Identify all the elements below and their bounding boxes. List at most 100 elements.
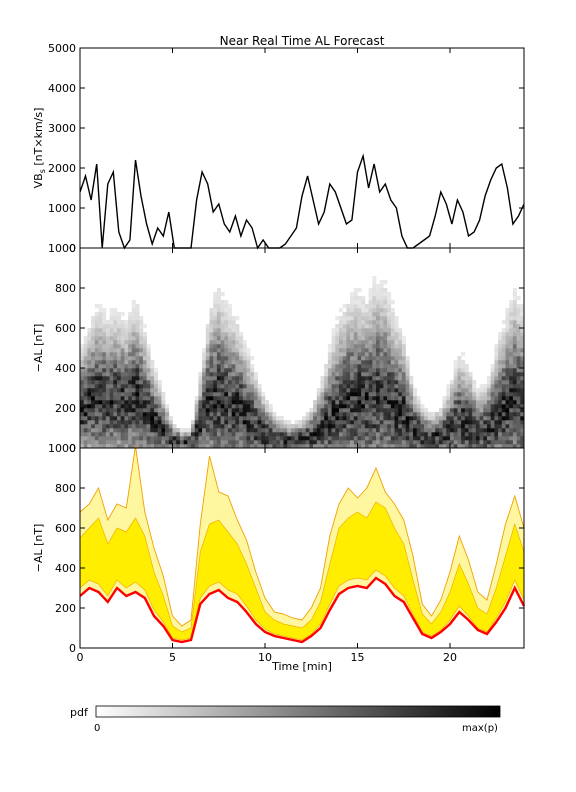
pdf-cell [235,428,240,433]
pdf-cell [413,412,417,417]
pdf-cell [205,384,210,389]
pdf-cell [364,364,369,369]
pdf-cell [401,412,406,417]
pdf-cell [80,428,84,433]
pdf-cell [83,404,88,409]
pdf-cell [372,340,377,345]
pdf-cell [509,360,514,365]
pdf-cell [512,420,517,425]
pdf-cell [387,356,392,361]
pdf-cell [109,336,114,341]
pdf-cell [142,372,147,377]
pdf-cell [105,344,110,349]
pdf-cell [368,316,373,321]
pdf-cell [376,288,380,293]
pdf-cell [520,440,525,445]
pdf-cell [142,336,147,341]
pdf-cell [501,424,506,429]
pdf-cell [87,360,92,365]
pdf-cell [372,420,377,425]
pdf-cell [87,424,92,429]
pdf-cell [176,436,181,441]
pdf-cell [361,440,366,445]
pdf-cell [368,388,373,393]
pdf-cell [242,372,247,377]
pdf-cell [487,392,491,397]
pdf-cell [154,444,158,449]
pdf-cell [83,384,88,389]
pdf-cell [394,436,399,441]
pdf-cell [442,424,447,429]
pdf-cell [83,412,88,417]
pdf-cell [154,384,158,389]
pdf-cell [390,364,395,369]
pdf-cell [394,400,399,405]
pdf-cell [316,388,321,393]
pdf-cell [253,424,258,429]
pdf-cell [413,444,417,449]
pdf-cell [124,368,129,373]
pdf-cell [87,412,92,417]
pdf-cell [398,392,403,397]
pdf-cell [379,368,384,373]
colorbar-max-label: max(p) [462,723,498,734]
pdf-cell [361,444,366,449]
pdf-cell [512,436,517,441]
pdf-cell [231,436,236,441]
pdf-cell [520,400,525,405]
pdf-cell [242,396,247,401]
pdf-cell [342,424,347,429]
pdf-cell [209,320,214,325]
pdf-cell [142,432,147,437]
pdf-cell [509,372,514,377]
pdf-cell [316,396,321,401]
pdf-cell [394,424,399,429]
pdf-cell [520,364,525,369]
pdf-cell [483,420,488,425]
pdf-cell [350,340,355,345]
pdf-cell [228,308,232,313]
pdf-cell [361,388,366,393]
pdf-cell [216,344,221,349]
pdf-cell [117,420,121,425]
pdf-cell [361,332,366,337]
pdf-cell [324,440,329,445]
pdf-cell [353,344,358,349]
pdf-cell [109,376,114,381]
pdf-cell [379,436,384,441]
pdf-cell [475,404,480,409]
pdf-cell [242,424,247,429]
pdf-cell [501,436,506,441]
pdf-cell [472,416,477,421]
pdf-cell [113,332,118,337]
pdf-cell [383,380,388,385]
pdf-cell [350,436,355,441]
pdf-cell [342,404,347,409]
pdf-cell [202,440,207,445]
pdf-cell [220,308,225,313]
pdf-cell [512,320,517,325]
pdf-cell [520,404,525,409]
pdf-cell [261,416,266,421]
pdf-cell [494,400,499,405]
pdf-cell [401,416,406,421]
pdf-cell [150,432,155,437]
pdf-cell [135,432,140,437]
pdf-cell [179,444,184,449]
al-forecast-y-tick-label: 0 [69,642,76,655]
pdf-cell [464,436,469,441]
pdf-cell [512,380,517,385]
pdf-cell [261,420,266,425]
pdf-cell [357,380,362,385]
pdf-cell [405,400,410,405]
pdf-cell [420,444,425,449]
pdf-cell [379,324,384,329]
pdf-cell [483,428,488,433]
pdf-cell [83,388,88,393]
pdf-cell [327,360,332,365]
pdf-cell [379,364,384,369]
pdf-cell [390,372,395,377]
pdf-cell [168,432,173,437]
pdf-cell [228,444,232,449]
pdf-cell [457,428,462,433]
